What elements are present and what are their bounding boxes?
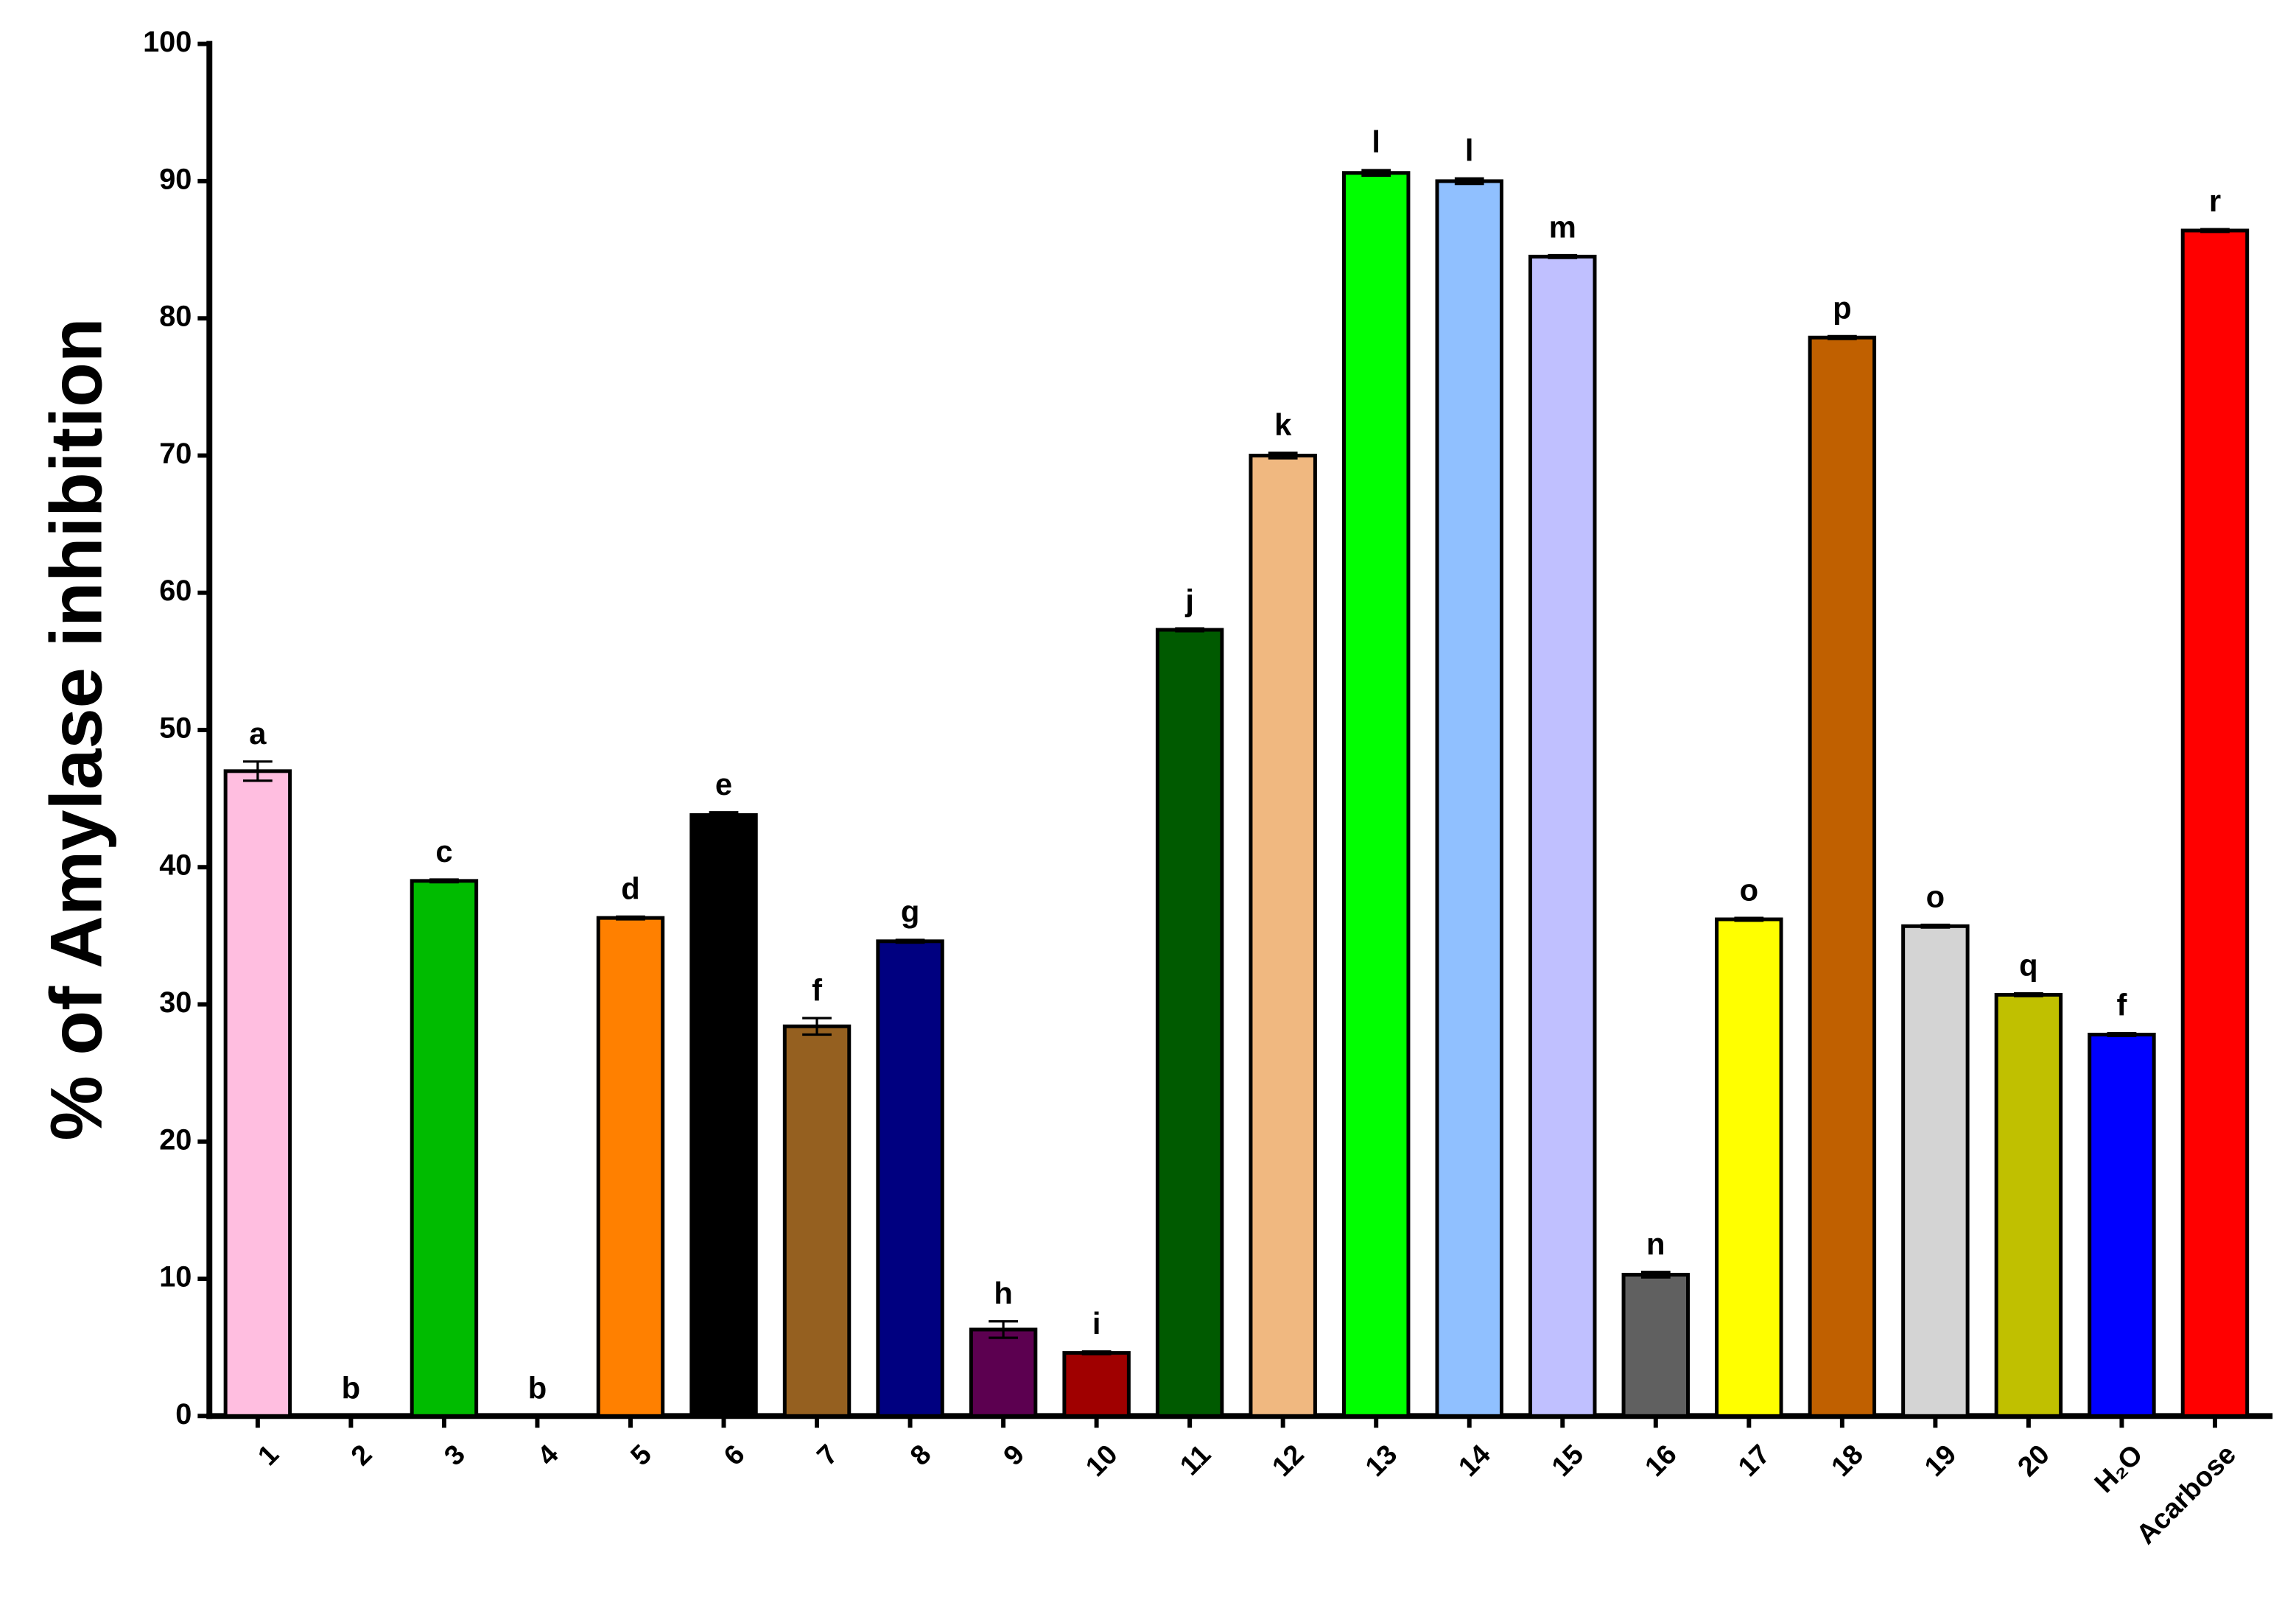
y-tick-label: 70	[159, 438, 192, 470]
bar	[2180, 228, 2250, 1418]
error-bar	[1361, 169, 1391, 178]
annotation: b	[528, 1370, 547, 1405]
x-tick-label: 12	[1266, 1439, 1310, 1482]
y-tick-label: 60	[159, 575, 192, 607]
x-tick-label: 15	[1546, 1439, 1590, 1482]
bar	[689, 812, 758, 1418]
y-tick-label: 90	[159, 163, 192, 195]
y-tick-label: 100	[143, 26, 192, 58]
error-bar	[1081, 1350, 1112, 1356]
x-tick-label: 11	[1174, 1439, 1217, 1481]
bar	[1621, 1272, 1691, 1418]
x-tick-label: 2	[345, 1439, 379, 1472]
bar	[1715, 917, 1783, 1418]
bar	[1901, 924, 1970, 1418]
annotation: a	[249, 716, 267, 751]
bar	[596, 916, 665, 1418]
annotation: q	[2019, 948, 2038, 983]
y-tick-label: 50	[159, 712, 192, 744]
x-tick-label: 6	[718, 1439, 751, 1472]
x-tick-label: 1	[252, 1439, 285, 1472]
error-bar	[709, 811, 739, 819]
error-bar	[1268, 452, 1298, 460]
annotation: g	[901, 894, 920, 929]
bar	[1249, 453, 1317, 1418]
x-tick-label: 17	[1732, 1439, 1776, 1482]
error-bar	[616, 915, 645, 921]
x-tick-label: 18	[1825, 1439, 1869, 1482]
annotation: i	[1092, 1306, 1101, 1341]
bar	[1155, 628, 1224, 1418]
annotation: k	[1274, 407, 1292, 442]
annotation: b	[342, 1370, 361, 1405]
annotation: o	[1740, 872, 1759, 907]
y-tick-label: 20	[159, 1123, 192, 1156]
annotation: d	[621, 871, 640, 905]
annotation: m	[1549, 210, 1576, 245]
annotation: r	[2209, 183, 2221, 218]
y-tick-label: 40	[159, 849, 192, 882]
x-tick-label: Acarbose	[2131, 1439, 2242, 1550]
bar	[782, 1024, 852, 1418]
x-tick-label: 9	[998, 1439, 1031, 1472]
x-tick-label: 5	[625, 1439, 658, 1472]
bar	[1062, 1351, 1131, 1418]
bar	[2088, 1032, 2156, 1418]
error-bar	[1175, 627, 1205, 633]
annotation: o	[1926, 880, 1945, 914]
annotation: j	[1184, 583, 1194, 617]
error-bar	[1920, 923, 1951, 929]
y-axis-label: % of Amylase inhibition	[36, 317, 118, 1140]
error-bar	[989, 1320, 1018, 1339]
bar	[410, 879, 479, 1418]
y-tick-label: 80	[159, 301, 192, 333]
y-tick-label: 10	[159, 1261, 192, 1294]
x-tick-label: 13	[1360, 1439, 1403, 1482]
error-bar	[1640, 1271, 1671, 1279]
x-tick-label: H₂O	[2089, 1439, 2149, 1499]
bar	[1435, 179, 1503, 1418]
y-tick-label: 30	[159, 986, 192, 1019]
error-bar	[1827, 334, 1857, 340]
error-bar	[2200, 228, 2230, 234]
error-bar	[2107, 1032, 2137, 1037]
x-tick-label: 4	[532, 1439, 565, 1472]
annotation: l	[1465, 133, 1474, 167]
bar	[876, 939, 944, 1418]
bar	[223, 769, 292, 1418]
error-bar	[1734, 916, 1764, 922]
x-tick-label: 16	[1639, 1439, 1682, 1482]
annotation: f	[812, 972, 822, 1007]
x-tick-label: 8	[905, 1439, 938, 1472]
x-tick-label: 19	[1919, 1439, 1962, 1482]
annotation: e	[715, 767, 732, 801]
error-bar	[802, 1017, 832, 1036]
x-tick-label: 14	[1453, 1439, 1496, 1482]
annotation: c	[435, 834, 452, 868]
x-tick-label: 10	[1080, 1439, 1123, 1482]
error-bar	[1454, 177, 1484, 186]
annotation: h	[994, 1276, 1013, 1310]
x-tick-label: 20	[2012, 1439, 2055, 1482]
bar	[1528, 254, 1597, 1418]
bar	[1808, 335, 1877, 1418]
x-tick-label: 3	[438, 1439, 471, 1472]
bar	[969, 1327, 1038, 1418]
annotation: p	[1833, 291, 1852, 326]
error-bar	[2014, 992, 2043, 997]
y-tick-label: 0	[175, 1398, 192, 1431]
error-bar	[895, 938, 925, 944]
bar	[1341, 171, 1411, 1418]
annotation: l	[1372, 124, 1380, 159]
annotation: f	[2116, 988, 2127, 1022]
error-bar	[429, 878, 459, 884]
bar	[1994, 992, 2063, 1418]
x-tick-label: 7	[811, 1439, 844, 1472]
error-bar	[1548, 253, 1578, 259]
annotation: n	[1646, 1226, 1665, 1261]
error-bar	[242, 760, 273, 782]
